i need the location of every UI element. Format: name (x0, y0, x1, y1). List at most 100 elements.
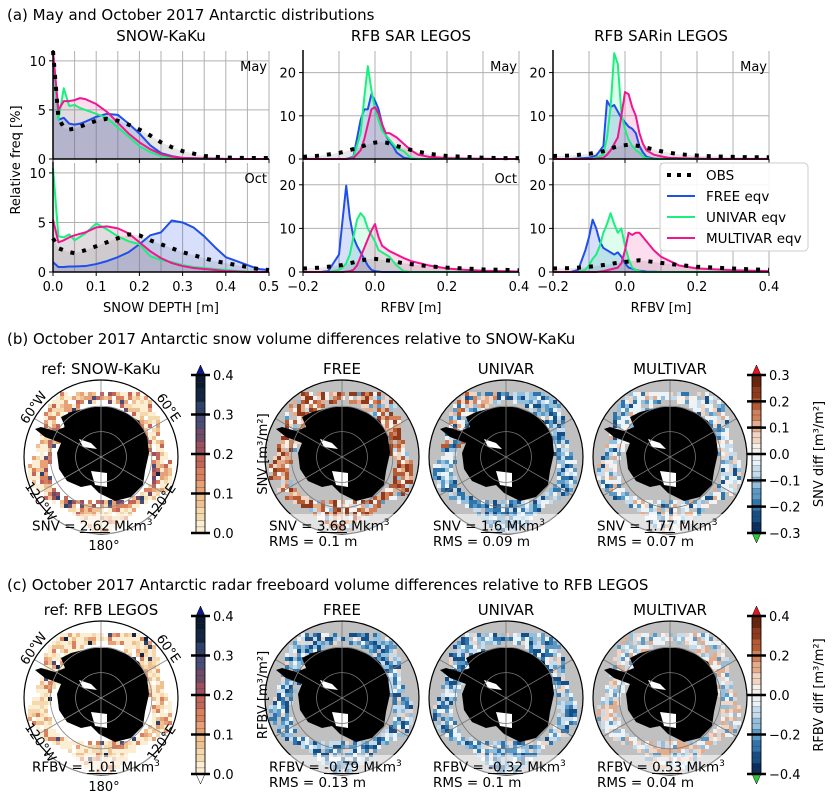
map-pixel (52, 685, 56, 689)
map-pixel (697, 741, 701, 745)
map-pixel (305, 500, 309, 504)
map-pixel (353, 392, 357, 396)
map-pixel (729, 713, 733, 717)
map-stat: RFBV = 0.53 Mkm3 RMS = 0.04 m (597, 757, 725, 791)
map-pixel (377, 404, 381, 408)
map-pixel (369, 645, 373, 649)
map-pixel (108, 392, 112, 396)
map-pixel (637, 637, 641, 641)
map-pixel (289, 460, 293, 464)
map-pixel (389, 428, 393, 432)
map-pixel (373, 633, 377, 637)
map-pixel (453, 729, 457, 733)
map-pixel (445, 729, 449, 733)
map-pixel (557, 657, 561, 661)
map-pixel (56, 665, 60, 669)
map-pixel (449, 681, 453, 685)
map-pixel (60, 392, 64, 396)
colorbar-segment (195, 642, 206, 650)
map-pixel (729, 476, 733, 480)
map-pixel (621, 645, 625, 649)
map-stat: RFBV = -0.79 Mkm3 RMS = 0.13 m (269, 757, 402, 791)
map-pixel (112, 749, 116, 753)
map-pixel (445, 460, 449, 464)
meridian-line (275, 418, 343, 458)
map-pixel (501, 396, 505, 400)
map-pixel (677, 500, 681, 504)
map-pixel (513, 500, 517, 504)
map-pixel (557, 733, 561, 737)
map-pixel (725, 673, 729, 677)
map-pixel (152, 468, 156, 472)
map-pixel (397, 697, 401, 701)
y-tick-label: 10 (279, 110, 296, 125)
map-pixel (725, 460, 729, 464)
map-pixel (164, 456, 168, 460)
map-pixel (557, 412, 561, 416)
map-pixel (601, 464, 605, 468)
map-pixel (549, 673, 553, 677)
map-pixel (613, 484, 617, 488)
map-pixel (164, 713, 168, 717)
map-pixel (116, 745, 120, 749)
map-pixel (409, 464, 413, 468)
map-pixel (28, 468, 32, 472)
polar-map-rfbv-univar: UNIVAR (428, 601, 584, 776)
map-pixel (693, 396, 697, 400)
map-pixel (509, 508, 513, 512)
map-pixel (321, 396, 325, 400)
map-pixel (140, 741, 144, 745)
map-pixel (565, 693, 569, 697)
map-pixel (573, 472, 577, 476)
map-pixel (713, 665, 717, 669)
map-pixel (721, 408, 725, 412)
map-pixel (445, 484, 449, 488)
map-pixel (88, 392, 92, 396)
map-pixel (289, 685, 293, 689)
map-pixel (453, 404, 457, 408)
map-pixel (160, 717, 164, 721)
map-pixel (136, 504, 140, 508)
map-pixel (489, 633, 493, 637)
map-pixel (689, 745, 693, 749)
map-pixel (88, 749, 92, 753)
map-pixel (733, 709, 737, 713)
map-pixel (629, 653, 633, 657)
map-pixel (325, 637, 329, 641)
x-axis-label: RFBV [m] (381, 301, 442, 316)
map-pixel (56, 404, 60, 408)
map-pixel (553, 689, 557, 693)
map-pixel (140, 396, 144, 400)
map-pixel (48, 476, 52, 480)
map-title: FREE (323, 601, 361, 619)
map-stat: RFBV = 1.01 Mkm3 (32, 757, 160, 776)
map-pixel (325, 641, 329, 645)
map-pixel (717, 424, 721, 428)
map-pixel (116, 633, 120, 637)
map-pixel (637, 633, 641, 637)
map-pixel (116, 400, 120, 404)
map-pixel (136, 653, 140, 657)
colorbar-segment (751, 482, 762, 489)
map-pixel (52, 444, 56, 448)
antarctica-landmass (440, 648, 554, 742)
map-pixel (525, 749, 529, 753)
map-pixel (160, 452, 164, 456)
map-pixel (569, 709, 573, 713)
colorbar-segment (751, 408, 762, 416)
map-pixel (309, 392, 313, 396)
map-pixel (144, 657, 148, 661)
map-pixel (381, 649, 385, 653)
map-pixel (156, 733, 160, 737)
map-pixel (613, 436, 617, 440)
map-pixel (461, 641, 465, 645)
map-pixel (60, 737, 64, 741)
map-pixel (32, 456, 36, 460)
map-pixel (156, 721, 160, 725)
map-pixel (389, 404, 393, 408)
map-pixel (148, 444, 152, 448)
map-pixel (48, 653, 52, 657)
map-pixel (441, 448, 445, 452)
map-pixel (597, 717, 601, 721)
map-pixel (405, 484, 409, 488)
